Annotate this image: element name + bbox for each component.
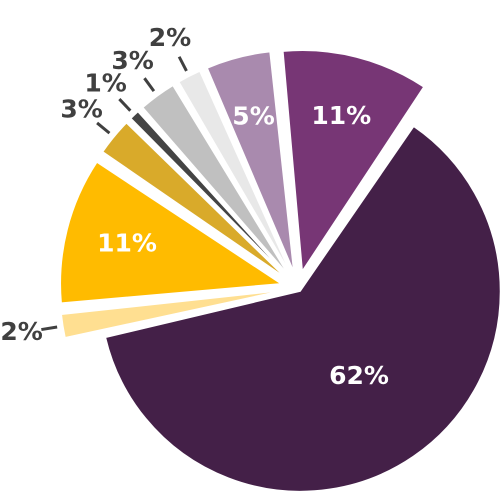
pie-slice-5 xyxy=(142,84,288,274)
pie-leader-line-6 xyxy=(177,56,188,72)
pie-label-3: 3% xyxy=(60,94,102,123)
pie-leader-line-1 xyxy=(41,325,58,332)
pie-slice-4 xyxy=(130,111,287,276)
pie-slice-2 xyxy=(60,161,283,304)
pie-label-0: 62% xyxy=(329,361,389,390)
pie-leader-line-5 xyxy=(143,77,156,92)
pie-label-2: 11% xyxy=(97,229,157,258)
pie-label-5: 3% xyxy=(111,46,153,75)
pie-slice-7 xyxy=(206,51,294,271)
pie-slice-0 xyxy=(105,125,500,492)
pie-slice-1 xyxy=(60,290,281,339)
pie-label-7: 5% xyxy=(232,101,274,130)
pie-label-4: 1% xyxy=(84,69,126,98)
pie-slice-6 xyxy=(178,70,291,273)
pie-label-1: 2% xyxy=(0,317,42,346)
pie-slice-8 xyxy=(282,50,425,273)
pie-label-6: 2% xyxy=(149,23,191,52)
pie-label-8: 11% xyxy=(311,101,371,130)
pie-leader-line-4 xyxy=(118,98,132,112)
pie-slice-3 xyxy=(102,122,285,277)
pie-leader-line-3 xyxy=(96,121,111,135)
